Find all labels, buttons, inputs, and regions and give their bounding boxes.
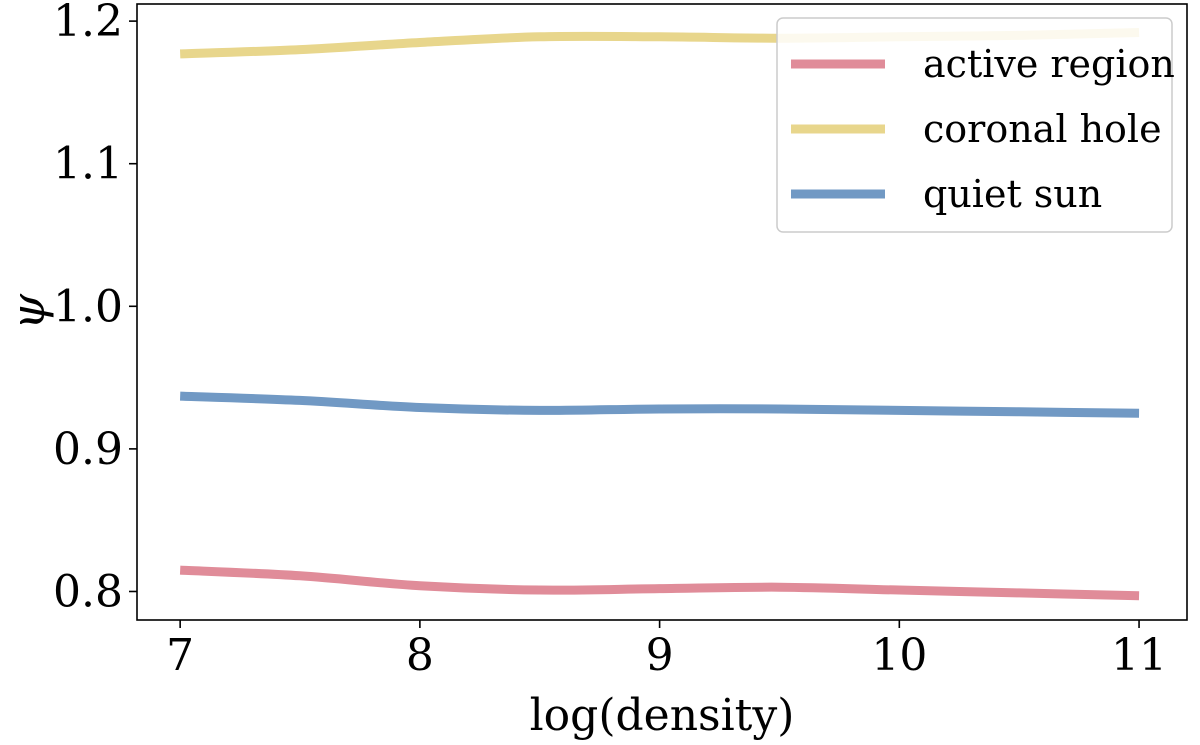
- y-tick-label: 0.8: [53, 566, 123, 617]
- y-tick-label: 1.2: [53, 0, 123, 47]
- y-tick-label: 1.1: [53, 139, 123, 190]
- legend-box: [776, 17, 1173, 233]
- legend-label-coronal-hole: coronal hole: [923, 107, 1162, 151]
- axes-frame: [136, 3, 1188, 621]
- series-line-quiet-sun: [179, 391, 1140, 418]
- x-tick-label: 9: [646, 630, 674, 681]
- series-line-active-region: [179, 565, 1140, 601]
- y-tick-label: 1.0: [53, 281, 123, 332]
- x-tick-label: 11: [1111, 630, 1167, 681]
- legend-label-active-region: active region: [923, 42, 1175, 86]
- x-axis-title: log(density): [530, 690, 795, 741]
- legend: active region coronal hole quiet sun: [776, 17, 1175, 233]
- y-tick-label: 0.9: [53, 424, 123, 475]
- legend-label-quiet-sun: quiet sun: [923, 172, 1102, 216]
- y-axis-title: ψ: [1, 293, 55, 330]
- x-tick-label: 8: [406, 630, 434, 681]
- x-tick-label: 10: [871, 630, 927, 681]
- x-tick-label: 7: [166, 630, 194, 681]
